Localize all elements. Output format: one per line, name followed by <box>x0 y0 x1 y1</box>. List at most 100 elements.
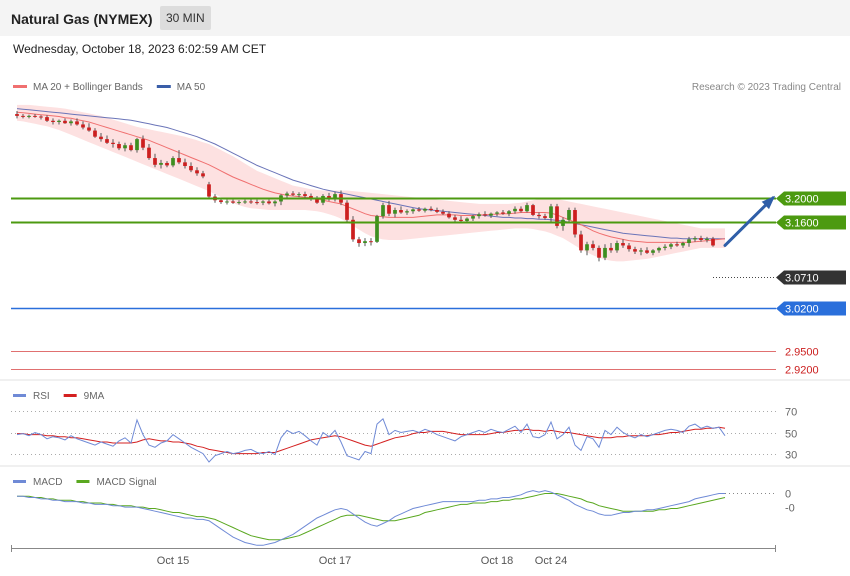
candle-body <box>255 202 259 204</box>
legend-label-1: MA 50 <box>177 82 206 93</box>
candle-body <box>141 139 145 148</box>
candle-body <box>663 246 667 248</box>
candle-body <box>27 115 31 117</box>
legend-swatch-0 <box>13 85 27 88</box>
candle-body <box>459 219 463 222</box>
candle-body <box>453 217 457 220</box>
candle-body <box>693 238 697 240</box>
candle-body <box>687 239 691 244</box>
candle-body <box>405 211 409 213</box>
level-tag-2 <box>776 270 846 285</box>
candle-body <box>327 195 331 200</box>
level-label-1: 3.1600 <box>785 218 819 230</box>
time-tick-1: Oct 17 <box>319 555 351 567</box>
candle-body <box>99 136 103 140</box>
candle-body <box>567 210 571 220</box>
candle-body <box>519 208 523 212</box>
level-label-4: 2.9500 <box>785 347 819 359</box>
candle-body <box>411 209 415 212</box>
candle-body <box>153 158 157 165</box>
candle-body <box>471 216 475 219</box>
candle-body <box>633 249 637 252</box>
candle-body <box>267 201 271 204</box>
level-label-3: 3.0200 <box>785 304 819 316</box>
chart-header: Natural Gas (NYMEX) 30 MIN <box>0 0 850 36</box>
candle-body <box>531 205 535 215</box>
candle-body <box>21 115 25 117</box>
candle-body <box>249 201 253 203</box>
rsi-legend-label-0: RSI <box>33 391 50 402</box>
candle-body <box>597 247 601 258</box>
candle-body <box>369 241 373 243</box>
candle-body <box>237 202 241 204</box>
candle-body <box>669 244 673 247</box>
candle-body <box>375 216 379 242</box>
candle-body <box>591 244 595 248</box>
candle-body <box>441 211 445 214</box>
candle-body <box>603 247 607 258</box>
candle-body <box>225 201 229 203</box>
time-tick-3: Oct 24 <box>535 555 567 567</box>
candle-body <box>393 210 397 214</box>
level-label-5: 2.9200 <box>785 365 819 377</box>
candle-body <box>51 120 55 123</box>
macd-signal-line <box>17 493 726 541</box>
candle-body <box>705 238 709 240</box>
candle-body <box>111 142 115 145</box>
candle-body <box>57 120 61 123</box>
candle-body <box>357 239 361 244</box>
candle-body <box>207 184 211 197</box>
candle-body <box>81 124 85 128</box>
candle-body <box>585 244 589 251</box>
candle-body <box>675 244 679 246</box>
candle-body <box>387 205 391 214</box>
candle-body <box>543 216 547 218</box>
candle-body <box>489 213 493 216</box>
candle-body <box>657 247 661 251</box>
candle-body <box>129 145 133 151</box>
candle-body <box>627 245 631 250</box>
candle-body <box>477 214 481 217</box>
candle-body <box>615 243 619 251</box>
timestamp: Wednesday, October 18, 2023 6:02:59 AM C… <box>13 42 267 56</box>
legend-label-0: MA 20 + Bollinger Bands <box>33 82 143 93</box>
candle-body <box>165 162 169 166</box>
interval-badge[interactable]: 30 MIN <box>160 6 211 30</box>
candle-body <box>447 213 451 218</box>
macd-tick-0: 0 <box>785 489 791 501</box>
candle-body <box>651 250 655 253</box>
candle-body <box>159 162 163 165</box>
candle-body <box>333 194 337 200</box>
candle-body <box>423 208 427 211</box>
candle-body <box>243 201 247 203</box>
candle-body <box>195 170 199 174</box>
candle-body <box>537 214 541 217</box>
bollinger-band <box>17 104 725 262</box>
candle-body <box>639 250 643 252</box>
candle-body <box>483 214 487 216</box>
candle-body <box>309 195 313 200</box>
candle-body <box>291 193 295 195</box>
candle-body <box>123 145 127 149</box>
candle-body <box>93 130 97 137</box>
candle-body <box>33 115 37 117</box>
level-tag-0 <box>776 191 846 206</box>
time-tick-0: Oct 15 <box>157 555 189 567</box>
candle-body <box>285 193 289 196</box>
candle-body <box>711 238 715 246</box>
candle-body <box>399 210 403 213</box>
candle-body <box>699 238 703 240</box>
candle-body <box>189 166 193 171</box>
rsi-legend-swatch-1 <box>63 394 77 397</box>
candle-body <box>429 208 433 211</box>
candle-body <box>105 139 109 143</box>
legend-swatch-1 <box>156 85 171 88</box>
candle-body <box>351 219 355 240</box>
macd-line <box>17 490 725 546</box>
candle-body <box>381 205 385 217</box>
candle-body <box>75 121 79 125</box>
candle-body <box>297 194 301 196</box>
candle-body <box>525 205 529 212</box>
candle-body <box>231 201 235 203</box>
